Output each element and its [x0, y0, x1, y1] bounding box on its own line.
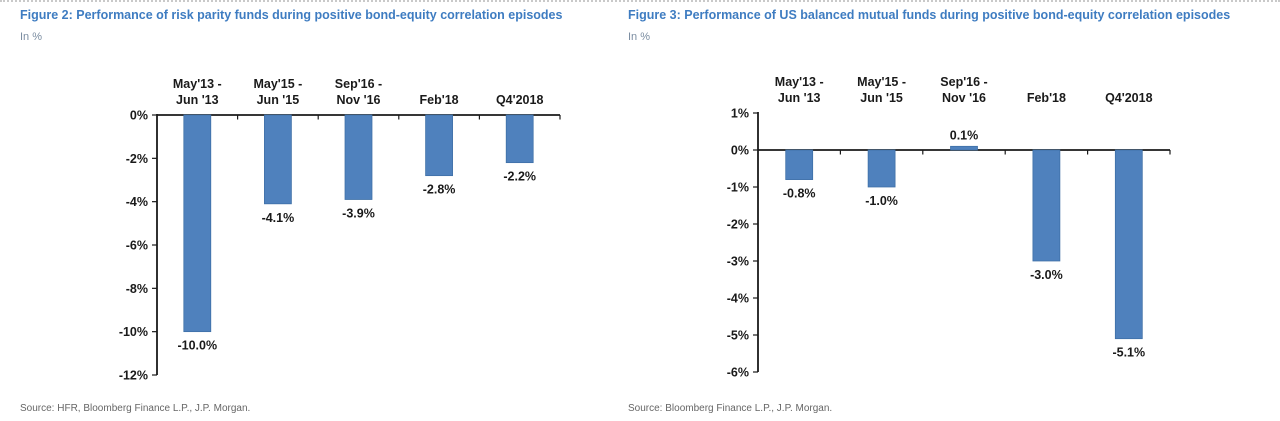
figure-3-subtitle: In %	[628, 31, 651, 43]
data-label: -2.8%	[423, 183, 456, 197]
category-label-line: Sep'16 -	[335, 77, 382, 91]
figure-2-source: Source: HFR, Bloomberg Finance L.P., J.P…	[20, 403, 251, 414]
category-label-line: Feb'18	[420, 93, 459, 107]
bar	[344, 114, 373, 200]
y-tick-label: -6%	[126, 239, 148, 253]
y-tick-label: -12%	[119, 369, 148, 383]
y-tick-label: -2%	[727, 218, 749, 232]
data-label: -10.0%	[177, 339, 217, 353]
bar	[1114, 149, 1143, 340]
category-label: May'13 - Jun '13	[173, 77, 222, 107]
y-tick-label: -10%	[119, 325, 148, 339]
y-tick-label: -2%	[126, 152, 148, 166]
y-tick-label: -5%	[727, 329, 749, 343]
bar	[505, 114, 534, 164]
y-tick-label: -4%	[126, 195, 148, 209]
figure-3-chart: 1% 0% -1% -2% -3% -4% -5% -6% -0.8% May'13 - Jun '…	[727, 75, 1171, 380]
category-label: Feb'18	[1027, 91, 1066, 105]
y-tick-label: -3%	[727, 255, 749, 269]
category-label-line: Jun '13	[778, 91, 821, 105]
category-label-line: May'15 -	[857, 75, 906, 89]
category-label: May'15 - Jun '15	[857, 75, 906, 105]
figure-2-chart: 0% -2% -4% -6% -8% -10% -12% -10.0% May'13 - Jun …	[119, 77, 561, 383]
category-label-line: Jun '15	[257, 93, 300, 107]
category-label-line: Jun '15	[860, 91, 903, 105]
bar	[950, 145, 978, 151]
category-label: Feb'18	[420, 93, 459, 107]
bar	[264, 114, 292, 205]
category-label-line: May'13 -	[775, 75, 824, 89]
category-label-line: Q4'2018	[1105, 91, 1153, 105]
category-label-line: Jun '13	[176, 93, 219, 107]
data-label: -1.0%	[865, 194, 898, 208]
bar	[425, 114, 453, 177]
y-tick-label: 1%	[731, 107, 749, 121]
category-label: Sep'16 - Nov '16	[335, 77, 382, 107]
top-divider	[0, 0, 1280, 2]
category-label-line: Feb'18	[1027, 91, 1066, 105]
category-label: May'13 - Jun '13	[775, 75, 824, 105]
data-label: -2.2%	[503, 170, 536, 184]
figure-2-subtitle: In %	[20, 31, 43, 43]
category-label: Q4'2018	[1105, 91, 1153, 105]
data-label: -0.8%	[783, 187, 816, 201]
y-tick-label: -6%	[727, 366, 749, 380]
figure-3-title: Figure 3: Performance of US balanced mut…	[628, 8, 1231, 22]
category-label-line: Nov '16	[337, 93, 381, 107]
category-label: Q4'2018	[496, 93, 544, 107]
data-label: -4.1%	[262, 211, 295, 225]
figure-2-title: Figure 2: Performance of risk parity fun…	[20, 8, 563, 22]
figure-3-source: Source: Bloomberg Finance L.P., J.P. Mor…	[628, 403, 833, 414]
bar	[183, 114, 212, 333]
y-tick-label: -8%	[126, 282, 148, 296]
data-label: -5.1%	[1112, 346, 1145, 360]
category-label-line: Nov '16	[942, 91, 986, 105]
category-label-line: May'13 -	[173, 77, 222, 91]
category-label-line: May'15 -	[253, 77, 302, 91]
y-tick-label: -4%	[727, 292, 749, 306]
data-label: 0.1%	[950, 128, 979, 142]
category-label: Sep'16 - Nov '16	[940, 75, 987, 105]
bar	[785, 149, 814, 180]
y-tick-label: 0%	[130, 109, 148, 123]
bar	[1032, 149, 1061, 262]
category-label-line: Q4'2018	[496, 93, 544, 107]
y-tick-label: 0%	[731, 144, 749, 158]
data-label: -3.9%	[342, 207, 375, 221]
category-label: May'15 - Jun '15	[253, 77, 302, 107]
bar	[867, 149, 896, 188]
y-tick-label: -1%	[727, 181, 749, 195]
category-label-line: Sep'16 -	[940, 75, 987, 89]
data-label: -3.0%	[1030, 268, 1063, 282]
